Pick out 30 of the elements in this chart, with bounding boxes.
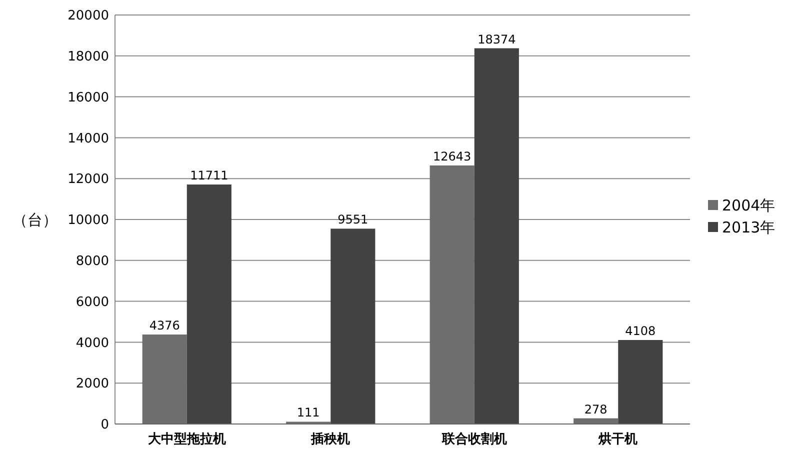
y-tick-label: 16000	[68, 90, 109, 106]
bar	[330, 228, 376, 424]
y-tick-label: 12000	[68, 172, 109, 188]
y-axis-title: （台）	[12, 210, 58, 229]
data-label: 4108	[625, 324, 656, 338]
data-label: 11711	[190, 168, 228, 183]
data-label: 9551	[338, 212, 368, 227]
y-tick-label: 10000	[68, 213, 109, 228]
data-label: 111	[296, 406, 320, 420]
bar	[618, 340, 663, 424]
bar	[186, 184, 232, 424]
bar	[474, 48, 519, 424]
y-tick-label: 14000	[68, 131, 109, 146]
y-tick-label: 6000	[76, 294, 109, 310]
y-tick-label: 2000	[76, 376, 109, 392]
y-tick-label: 20000	[68, 8, 109, 24]
x-tick-label: 大中型拖拉机	[148, 432, 226, 447]
data-label: 18374	[478, 32, 516, 46]
y-tick-label: 18000	[68, 49, 109, 64]
x-tick-label: 烘干机	[598, 432, 638, 447]
legend-label: 2004年	[722, 196, 776, 214]
x-tick-label: 联合收割机	[440, 431, 507, 447]
y-tick-label: 8000	[76, 254, 109, 269]
data-label: 278	[584, 402, 608, 416]
x-tick-label: 插秧机	[310, 432, 350, 447]
data-label: 12643	[433, 149, 472, 164]
legend-label: 2013年	[722, 218, 776, 236]
y-tick-label: 4000	[76, 336, 109, 351]
y-tick-label: 0	[100, 418, 109, 433]
data-label: 4376	[149, 318, 180, 333]
